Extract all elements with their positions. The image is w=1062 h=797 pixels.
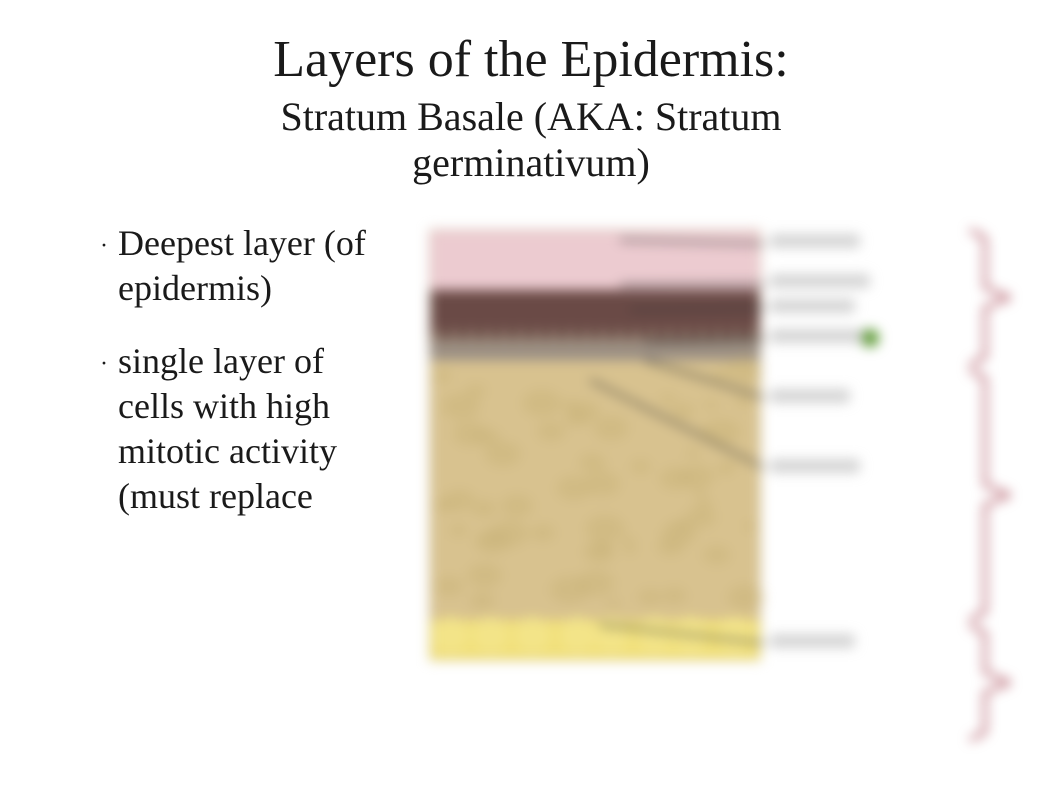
bullet-text: single layer of cells with high mitotic … (118, 339, 370, 519)
skin-diagram (370, 180, 1010, 760)
title-block: Layers of the Epidermis: Stratum Basale … (60, 30, 1002, 186)
list-item: · single layer of cells with high mitoti… (90, 339, 370, 519)
slide: Layers of the Epidermis: Stratum Basale … (0, 0, 1062, 797)
bullet-icon: · (90, 221, 118, 261)
bullet-icon: · (90, 339, 118, 379)
list-item: · Deepest layer (of epidermis) (90, 221, 370, 311)
title-line1: Layers of the Epidermis: (60, 30, 1002, 90)
title-line2: Stratum Basale (AKA: Stratum (60, 94, 1002, 140)
bullet-text: Deepest layer (of epidermis) (118, 221, 370, 311)
bullet-list: · Deepest layer (of epidermis) · single … (60, 166, 370, 547)
